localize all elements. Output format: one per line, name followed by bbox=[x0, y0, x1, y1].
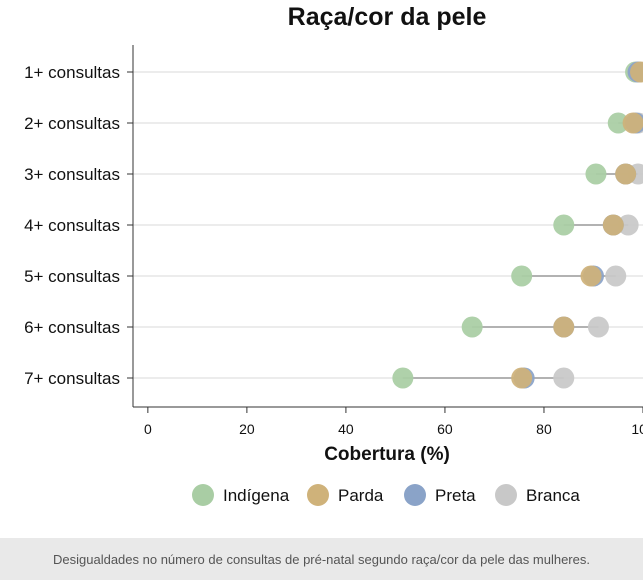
legend-label: Branca bbox=[526, 486, 580, 505]
x-tick-label: 0 bbox=[144, 421, 152, 437]
point-indígena bbox=[461, 316, 483, 338]
category-label: 1+ consultas bbox=[24, 63, 120, 82]
point-branca bbox=[605, 265, 627, 287]
axes bbox=[127, 45, 643, 413]
category-labels: 1+ consultas 2+ consultas 3+ consultas 4+ c… bbox=[24, 63, 120, 388]
category-label: 4+ consultas bbox=[24, 216, 120, 235]
category-label: 2+ consultas bbox=[24, 114, 120, 133]
caption: Desigualdades no número de consultas de … bbox=[53, 551, 590, 567]
point-parda bbox=[602, 214, 624, 236]
x-tick-labels: 0 20 40 60 80 100 bbox=[144, 421, 643, 437]
x-tick-label: 40 bbox=[338, 421, 354, 437]
point-parda bbox=[615, 163, 637, 185]
legend-swatch-branca bbox=[495, 484, 517, 506]
x-tick-label: 60 bbox=[437, 421, 453, 437]
point-indígena bbox=[607, 112, 629, 134]
x-tick-label: 20 bbox=[239, 421, 255, 437]
point-parda bbox=[580, 265, 602, 287]
point-parda bbox=[553, 316, 575, 338]
x-tick-label: 80 bbox=[536, 421, 552, 437]
legend-label: Indígena bbox=[223, 486, 290, 505]
legend-label: Preta bbox=[435, 486, 476, 505]
category-label: 5+ consultas bbox=[24, 267, 120, 286]
point-indígena bbox=[553, 214, 575, 236]
point-branca bbox=[553, 367, 575, 389]
point-indígena bbox=[511, 265, 533, 287]
chart-title: Raça/cor da pele bbox=[288, 3, 487, 31]
point-parda bbox=[630, 61, 643, 83]
category-label: 6+ consultas bbox=[24, 318, 120, 337]
point-branca bbox=[587, 316, 609, 338]
caption-bar: Desigualdades no número de consultas de … bbox=[0, 538, 643, 580]
x-tick-label: 100 bbox=[631, 421, 643, 437]
legend-swatch-parda bbox=[307, 484, 329, 506]
point-parda bbox=[622, 112, 643, 134]
legend-label: Parda bbox=[338, 486, 384, 505]
grid-lines bbox=[133, 71, 643, 379]
point-indígena bbox=[585, 163, 607, 185]
point-indígena bbox=[392, 367, 414, 389]
data-points bbox=[392, 61, 643, 389]
legend-swatch-indígena bbox=[192, 484, 214, 506]
dot-plot-chart: Raça/cor da pele 1+ consultas 2+ consulta… bbox=[24, 3, 643, 506]
legend: Indígena Parda Preta Branca bbox=[192, 484, 580, 506]
category-label: 7+ consultas bbox=[24, 369, 120, 388]
category-label: 3+ consultas bbox=[24, 165, 120, 184]
point-parda bbox=[511, 367, 533, 389]
point-branca bbox=[617, 214, 639, 236]
x-axis-label: Cobertura (%) bbox=[324, 444, 450, 465]
legend-swatch-preta bbox=[404, 484, 426, 506]
